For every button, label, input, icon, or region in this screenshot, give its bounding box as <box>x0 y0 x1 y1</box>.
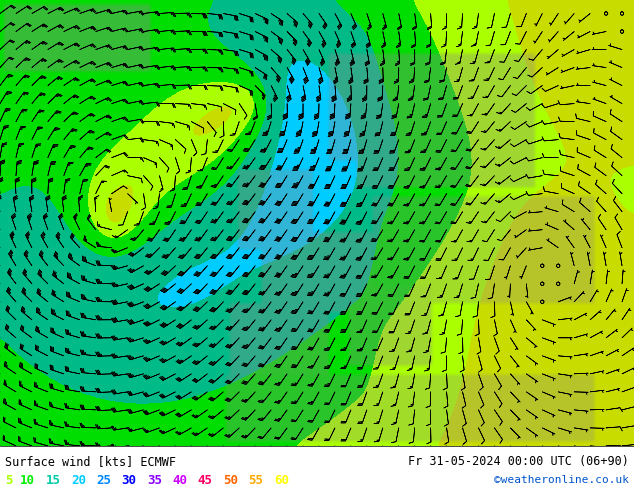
Text: 20: 20 <box>71 474 86 487</box>
Text: 55: 55 <box>249 474 264 487</box>
Text: 30: 30 <box>122 474 137 487</box>
Text: 10: 10 <box>20 474 36 487</box>
Text: 50: 50 <box>223 474 238 487</box>
Text: Fr 31-05-2024 00:00 UTC (06+90): Fr 31-05-2024 00:00 UTC (06+90) <box>408 455 629 468</box>
Text: 25: 25 <box>96 474 112 487</box>
Text: ©weatheronline.co.uk: ©weatheronline.co.uk <box>494 475 629 485</box>
Text: 60: 60 <box>274 474 289 487</box>
Text: 15: 15 <box>46 474 61 487</box>
Text: 40: 40 <box>172 474 188 487</box>
Text: 5: 5 <box>5 474 13 487</box>
Text: 45: 45 <box>198 474 213 487</box>
Text: 35: 35 <box>147 474 162 487</box>
Text: Surface wind [kts] ECMWF: Surface wind [kts] ECMWF <box>5 455 176 468</box>
